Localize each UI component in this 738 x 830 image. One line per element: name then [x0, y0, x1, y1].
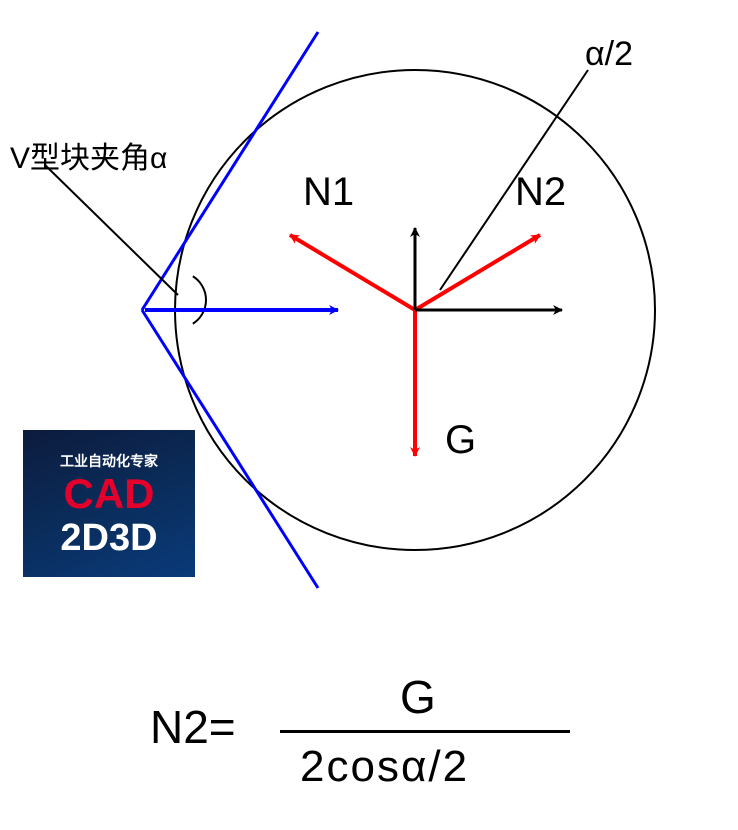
logo-subtitle: 工业自动化专家 — [60, 451, 158, 471]
logo-2d3d-text: 2D3D — [60, 519, 157, 557]
formula-numerator: G — [400, 670, 436, 724]
cad-logo: 工业自动化专家 CAD 2D3D — [23, 430, 195, 577]
label-n2: N2 — [515, 170, 566, 215]
label-v-angle: V型块夹角α — [10, 133, 167, 177]
logo-cad-text: CAD — [64, 473, 155, 515]
formula-lhs: N2= — [150, 700, 236, 754]
label-alpha-half: α/2 — [585, 35, 633, 74]
label-n1: N1 — [303, 170, 354, 215]
formula-denominator: 2cosα/2 — [300, 742, 469, 792]
label-g: G — [445, 418, 476, 463]
formula: N2= G 2cosα/2 — [150, 660, 590, 790]
formula-fraction-line — [280, 730, 570, 733]
